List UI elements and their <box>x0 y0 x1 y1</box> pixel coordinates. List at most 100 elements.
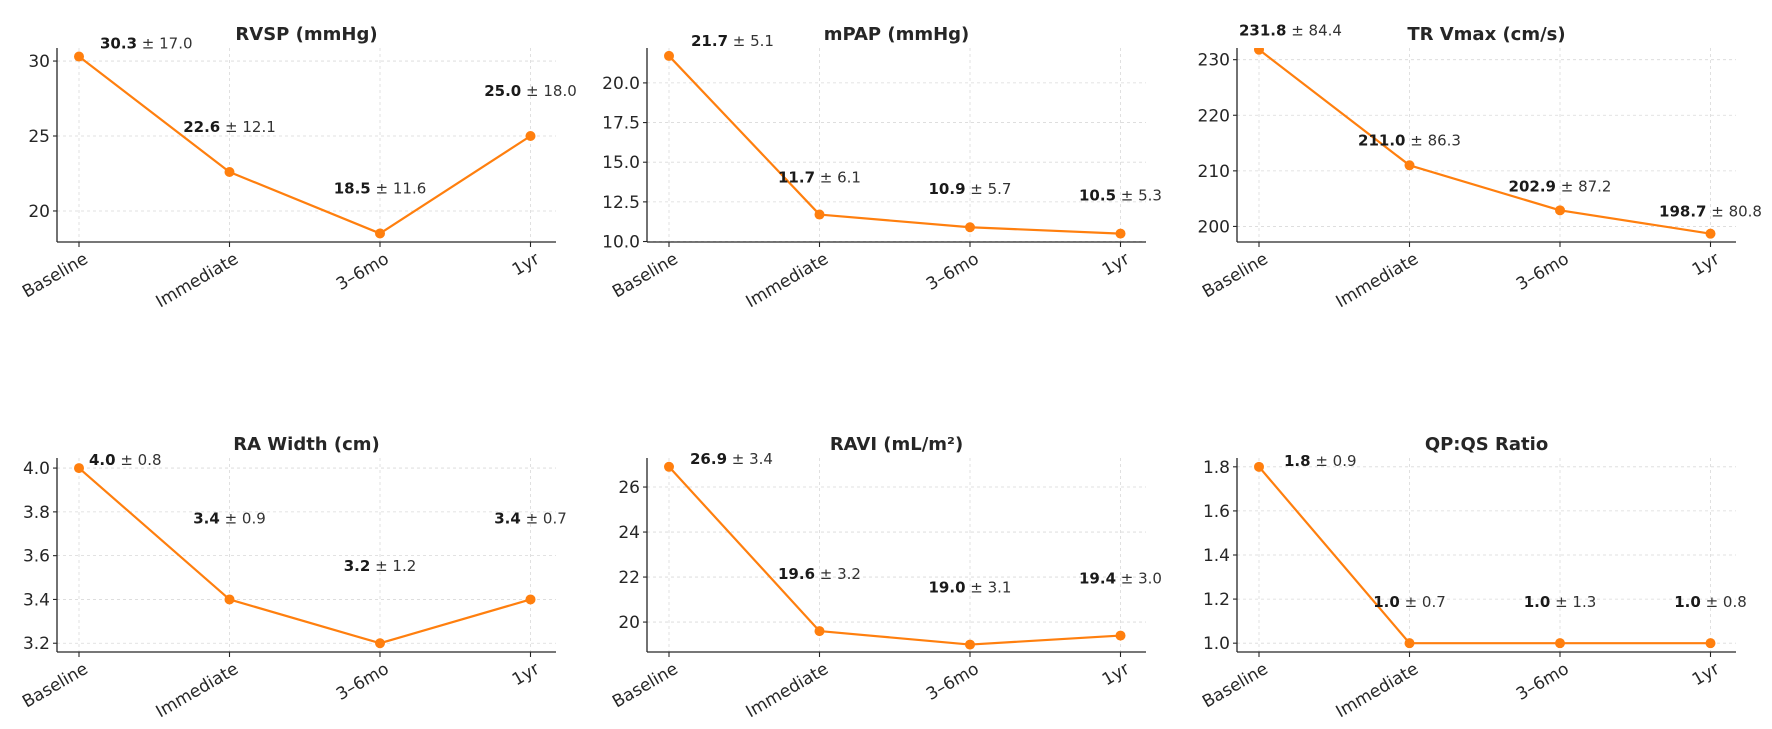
data-point-1yr <box>1705 228 1716 239</box>
data-point-immediate <box>814 209 825 220</box>
x-tick-label-1yr: 1yr <box>1099 659 1133 690</box>
data-point-baseline <box>664 50 674 61</box>
series-group <box>74 463 536 649</box>
x-tick-label-immediate: Immediate <box>153 659 242 722</box>
chart-panel-mpap-mmhg: 10.0 12.5 15.0 17.5 20.0 Baseline Immediate 3–6… <box>602 24 1162 312</box>
data-point-1yr <box>1115 228 1126 239</box>
data-point-3-6mo <box>1555 638 1565 649</box>
x-tick-label-baseline: Baseline <box>609 249 681 302</box>
series-line <box>668 466 1121 646</box>
data-label-mean: 19.0 <box>929 579 966 597</box>
series-line <box>668 55 1121 235</box>
series-line <box>78 467 531 645</box>
y-tick-label: 25 <box>28 127 50 147</box>
x-tick-label-1yr: 1yr <box>1689 249 1723 280</box>
series-group <box>1254 48 1716 239</box>
data-point-3-6mo <box>965 222 975 233</box>
data-point-1yr <box>1115 630 1126 641</box>
data-label-1yr: 1.0 ± 0.8 <box>1674 593 1747 611</box>
series-group <box>74 51 536 239</box>
x-tick-label-immediate: Immediate <box>743 659 832 722</box>
data-label-1yr: 25.0 ± 18.0 <box>484 82 577 100</box>
series-line <box>1258 466 1711 645</box>
data-label-mean: 19.4 <box>1079 570 1116 588</box>
series-group <box>664 50 1126 239</box>
chart-title: TR Vmax (cm/s) <box>1407 24 1565 45</box>
data-label-baseline: 26.9 ± 3.4 <box>690 450 773 468</box>
data-label-mean: 21.7 <box>691 32 728 50</box>
data-point-baseline <box>74 463 84 474</box>
chart-title: RAVI (mL/m²) <box>830 434 963 455</box>
data-label-1yr: 10.5 ± 5.3 <box>1079 187 1162 205</box>
series-group <box>664 461 1126 650</box>
x-tick-label-3-6mo: 3–6mo <box>333 249 392 295</box>
data-label-sd: ± 87.2 <box>1556 177 1612 195</box>
y-tick-label: 1.8 <box>1203 458 1230 478</box>
y-tick-label: 3.8 <box>23 503 50 523</box>
data-point-immediate <box>814 626 825 637</box>
data-label-mean: 3.4 <box>494 509 521 527</box>
data-label-immediate: 1.0 ± 0.7 <box>1373 593 1446 611</box>
y-tick-label: 1.6 <box>1203 502 1230 522</box>
data-label-sd: ± 11.6 <box>371 179 427 197</box>
y-tick-label: 3.6 <box>23 547 50 567</box>
data-label-sd: ± 5.1 <box>728 32 774 50</box>
data-point-immediate <box>224 594 235 605</box>
y-tick-label: 15.0 <box>602 153 640 173</box>
data-point-immediate <box>224 166 235 177</box>
x-tick-label-baseline: Baseline <box>19 249 91 302</box>
x-tick-label-3-6mo: 3–6mo <box>333 659 392 705</box>
data-label-baseline: 4.0 ± 0.8 <box>89 451 162 469</box>
x-tick-label-1yr: 1yr <box>1099 249 1133 280</box>
data-label-mean: 231.8 <box>1239 22 1286 40</box>
y-tick-label: 230 <box>1198 51 1230 71</box>
y-tick-label: 10.0 <box>602 233 640 253</box>
data-point-immediate <box>1404 638 1415 649</box>
data-point-baseline <box>74 51 84 62</box>
chart-title: QP:QS Ratio <box>1425 434 1548 455</box>
y-tick-label: 26 <box>618 478 640 498</box>
data-label-baseline: 21.7 ± 5.1 <box>691 32 774 50</box>
data-label-immediate: 11.7 ± 6.1 <box>778 169 861 187</box>
data-label-sd: ± 3.0 <box>1116 570 1162 588</box>
data-label-mean: 19.6 <box>778 565 815 583</box>
x-tick-label-1yr: 1yr <box>509 249 543 280</box>
data-label-sd: ± 0.8 <box>1701 593 1747 611</box>
x-tick-label-baseline: Baseline <box>609 659 681 712</box>
data-point-1yr <box>1705 638 1716 649</box>
data-point-3-6mo <box>375 228 385 239</box>
x-tick-label-immediate: Immediate <box>1333 659 1422 722</box>
data-label-immediate: 19.6 ± 3.2 <box>778 565 861 583</box>
data-label-sd: ± 3.1 <box>966 579 1012 597</box>
data-label-3-6mo: 1.0 ± 1.3 <box>1524 593 1597 611</box>
data-point-immediate <box>1404 160 1415 171</box>
data-label-sd: ± 80.8 <box>1706 203 1762 221</box>
x-tick-label-baseline: Baseline <box>1199 659 1271 712</box>
data-label-mean: 198.7 <box>1659 203 1706 221</box>
data-label-1yr: 198.7 ± 80.8 <box>1659 203 1762 221</box>
data-label-sd: ± 6.1 <box>815 169 861 187</box>
data-label-sd: ± 0.7 <box>521 509 567 527</box>
data-label-sd: ± 18.0 <box>521 82 577 100</box>
data-point-3-6mo <box>965 639 975 650</box>
data-label-sd: ± 12.1 <box>220 118 276 136</box>
chart-panel-ravi-ml-m: 20 22 24 26 Baseline Immediate 3–6mo 1yr RAVI (m… <box>609 434 1162 722</box>
data-point-3-6mo <box>375 638 385 649</box>
data-label-sd: ± 3.2 <box>815 565 861 583</box>
x-tick-label-immediate: Immediate <box>1333 249 1422 312</box>
y-tick-label: 1.2 <box>1203 590 1230 610</box>
chart-title: RA Width (cm) <box>233 434 380 455</box>
data-label-mean: 1.0 <box>1373 593 1400 611</box>
data-label-sd: ± 1.2 <box>370 557 416 575</box>
x-tick-label-immediate: Immediate <box>153 249 242 312</box>
data-label-1yr: 3.4 ± 0.7 <box>494 509 567 527</box>
y-tick-label: 12.5 <box>602 193 640 213</box>
chart-title: RVSP (mmHg) <box>235 24 377 45</box>
x-tick-label-3-6mo: 3–6mo <box>923 659 982 705</box>
y-tick-label: 20 <box>28 202 50 222</box>
data-label-mean: 26.9 <box>690 450 727 468</box>
data-label-3-6mo: 202.9 ± 87.2 <box>1509 177 1612 195</box>
chart-panel-ra-width-cm: 3.2 3.4 3.6 3.8 4.0 Baseline Immediate 3–6mo 1yr… <box>19 434 567 722</box>
data-label-immediate: 22.6 ± 12.1 <box>183 118 276 136</box>
